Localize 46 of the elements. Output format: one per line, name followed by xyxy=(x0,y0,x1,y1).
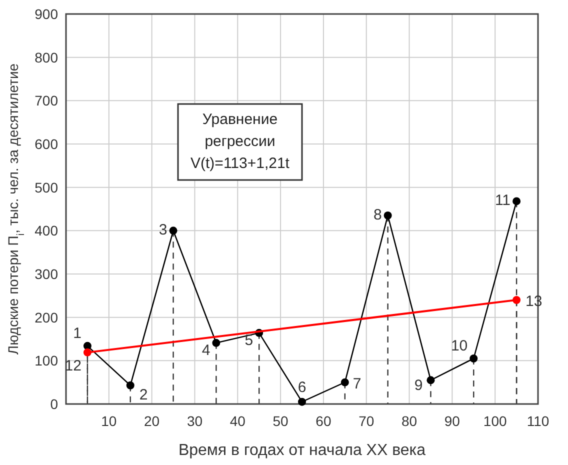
y-tick-label: 0 xyxy=(50,396,58,412)
point xyxy=(126,381,134,390)
point xyxy=(512,197,521,206)
x-tick-label: 70 xyxy=(358,413,374,429)
annotation: 5 xyxy=(244,332,254,349)
annotation: 3 xyxy=(158,222,168,239)
x-tick-label: 110 xyxy=(526,413,550,429)
annotation: 11 xyxy=(494,192,511,210)
point xyxy=(298,398,306,406)
annotation: 7 xyxy=(352,375,362,392)
point xyxy=(83,342,92,350)
point xyxy=(426,376,435,384)
point xyxy=(169,226,178,235)
y-tick-label: 200 xyxy=(34,309,58,326)
annotation: Уравнение регрессии V(t)=113+1,21t xyxy=(190,111,290,172)
y-tick-label: 700 xyxy=(34,92,58,109)
annotation: 9 xyxy=(414,377,423,394)
point xyxy=(512,296,521,304)
annotation: 10 xyxy=(450,338,468,354)
annotation: 8 xyxy=(373,206,382,224)
point xyxy=(83,348,92,356)
x-tick-label: 40 xyxy=(230,413,246,429)
y-tick-label: 100 xyxy=(34,352,58,369)
x-tick-label: 20 xyxy=(144,413,160,429)
annotation: 4 xyxy=(202,342,210,359)
x-tick-label: 80 xyxy=(401,413,418,429)
x-tick-label: 30 xyxy=(186,413,203,429)
annotation: 1 xyxy=(73,324,82,342)
point xyxy=(340,378,349,386)
annotation: 6 xyxy=(298,378,306,396)
x-tick-label: 10 xyxy=(101,413,117,429)
x-tick-label: 50 xyxy=(272,413,289,429)
point xyxy=(212,338,220,347)
point xyxy=(384,212,392,220)
y-tick-label: 500 xyxy=(34,179,58,196)
x-tick-label: 60 xyxy=(316,413,332,429)
y-tick-label: 900 xyxy=(34,6,58,22)
x-axis-title: Время в годах от начала XX века xyxy=(178,442,426,459)
point xyxy=(470,354,478,362)
y-tick-label: 300 xyxy=(34,266,58,282)
y-tick-label: 800 xyxy=(34,49,58,66)
x-tick-label: 90 xyxy=(444,413,460,429)
annotation: 2 xyxy=(139,386,148,404)
y-tick-label: 400 xyxy=(34,222,58,239)
x-tick-label: 100 xyxy=(483,413,507,429)
y-tick-label: 600 xyxy=(34,136,58,152)
